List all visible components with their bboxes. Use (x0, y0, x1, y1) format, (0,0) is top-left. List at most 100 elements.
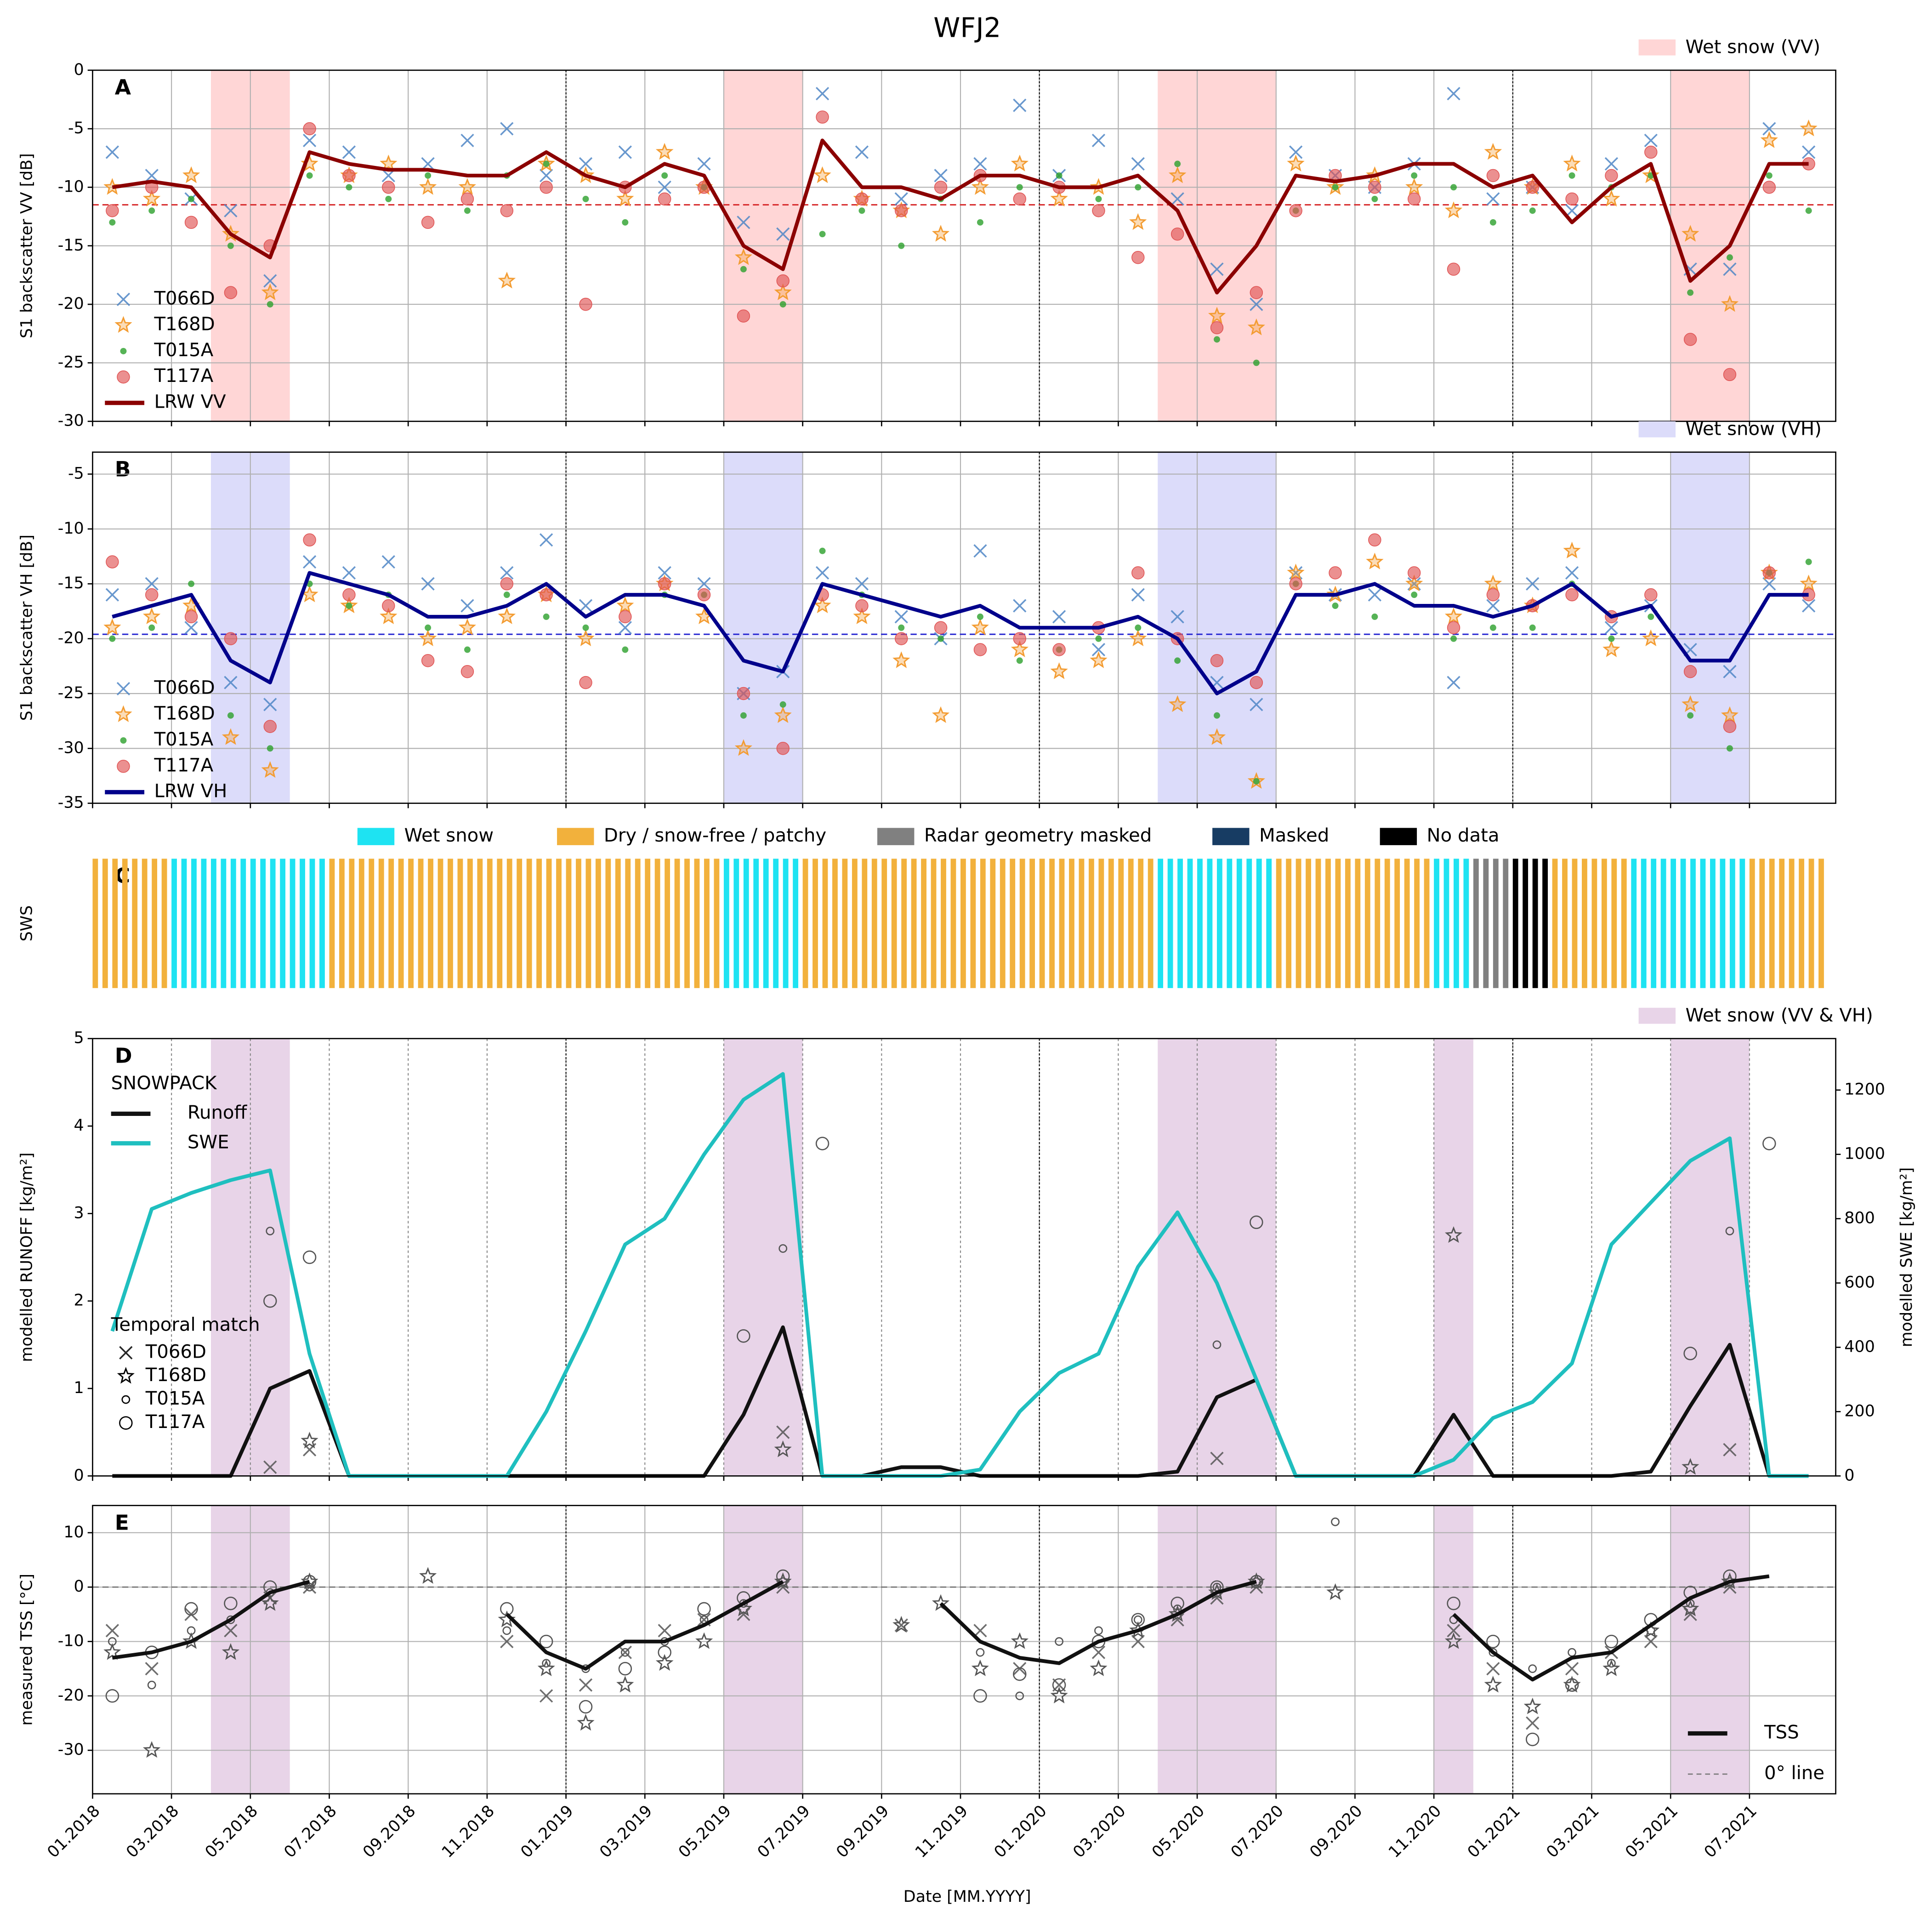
sws-stripe (408, 859, 414, 988)
marker-circle (1762, 181, 1776, 194)
marker-circle (1131, 251, 1145, 264)
marker-star (458, 618, 476, 636)
marker-circle (776, 742, 790, 755)
y2-tick-label: 200 (1844, 1402, 1875, 1420)
marker-dot (1174, 160, 1181, 167)
marker-x (973, 544, 987, 558)
marker-circle (342, 588, 356, 602)
sws-stripe (605, 859, 611, 988)
sws-stripe (990, 859, 996, 988)
marker-x (145, 169, 159, 182)
x-axis-label: Date [MM.YYYY] (903, 1888, 1031, 1906)
legend-swatch (1638, 421, 1676, 438)
legend-label: Wet snow (VV & VH) (1685, 1005, 1873, 1026)
marker-dot (346, 603, 352, 609)
marker-x (776, 227, 790, 241)
sws-stripe (191, 859, 197, 988)
sws-stripe (221, 859, 227, 988)
y-tick-label: 2 (74, 1291, 84, 1310)
marker-dot (1371, 613, 1378, 620)
sws-stripe (1236, 859, 1242, 988)
sws-stripe (595, 859, 601, 988)
y-tick-label: -5 (68, 465, 84, 483)
sws-stripe (1443, 859, 1449, 988)
marker-circle (263, 1294, 277, 1308)
marker-circle (1447, 1596, 1460, 1610)
marker-dot (346, 184, 352, 191)
wet-snow-span (1434, 1038, 1473, 1476)
legend-swatch (557, 828, 594, 845)
sws-stripe (1128, 859, 1134, 988)
marker-dot (1411, 172, 1418, 179)
sws-stripe (1463, 859, 1469, 988)
marker-x (1210, 262, 1224, 276)
sws-stripe (1167, 859, 1173, 988)
sws-stripe (1434, 859, 1439, 988)
marker-dot (1489, 219, 1496, 226)
sws-stripe (1000, 859, 1006, 988)
sws-stripe (1197, 859, 1203, 988)
marker-star (577, 1713, 595, 1731)
sws-stripe (1818, 859, 1824, 988)
marker-dot (1687, 289, 1694, 296)
sws-stripe (240, 859, 246, 988)
marker-star (498, 272, 516, 289)
marker-circle (540, 588, 553, 602)
legend-label: TSS (1764, 1722, 1799, 1743)
sws-stripe (349, 859, 355, 988)
sws-stripe (398, 859, 404, 988)
marker-circle (895, 204, 908, 217)
marker-dot (977, 219, 983, 226)
marker-x (1131, 1634, 1145, 1649)
sws-stripe (822, 859, 828, 988)
sws-stripe (1789, 859, 1795, 988)
marker-star (1247, 318, 1265, 336)
marker-dot (898, 242, 905, 249)
marker-dot (1529, 207, 1536, 214)
marker-star (813, 596, 831, 614)
sws-stripe (1690, 859, 1696, 988)
legend-label: T168D (153, 703, 215, 724)
sws-stripe (1710, 859, 1716, 988)
marker-star (261, 761, 279, 778)
marker-circle (1407, 566, 1421, 580)
marker-dot (148, 624, 155, 631)
y2-axis-label: modelled SWE [kg/m²] (1898, 1167, 1916, 1347)
legend-label: T015A (153, 340, 213, 361)
y-tick-label: 10 (63, 1523, 84, 1542)
marker-star (734, 248, 752, 265)
y2-tick-label: 800 (1844, 1209, 1875, 1228)
legend-label: SWE (188, 1132, 229, 1153)
marker-circle (500, 577, 514, 591)
marker-dot (819, 231, 826, 238)
marker-x (263, 1460, 277, 1474)
y-tick-label: -20 (58, 1686, 84, 1705)
marker-dot (1489, 624, 1496, 631)
sws-stripe (1019, 859, 1025, 988)
marker-star (971, 618, 989, 636)
marker-circle (147, 1680, 156, 1689)
marker-star (419, 1567, 437, 1584)
marker-star (1682, 1458, 1699, 1475)
marker-dot (188, 580, 195, 587)
y-tick-label: 0 (74, 1466, 84, 1485)
marker-star (655, 142, 674, 160)
marker-dot (1529, 624, 1536, 631)
wet-snow-span (723, 1038, 803, 1476)
sws-stripe (1729, 859, 1735, 988)
y-tick-label: -25 (58, 684, 84, 702)
marker-circle (658, 192, 671, 206)
sws-stripe (546, 859, 552, 988)
sws-stripe (1394, 859, 1400, 988)
marker-star (261, 1594, 279, 1611)
sws-stripe (1680, 859, 1686, 988)
y-tick-label: 0 (74, 1577, 84, 1596)
sws-stripe (852, 859, 858, 988)
sws-stripe (428, 859, 433, 988)
marker-x (500, 122, 514, 136)
sws-stripe (506, 859, 512, 988)
marker-x (1131, 588, 1145, 602)
marker-circle (1607, 1659, 1616, 1668)
sws-stripe (497, 859, 503, 988)
marker-circle (579, 297, 592, 311)
